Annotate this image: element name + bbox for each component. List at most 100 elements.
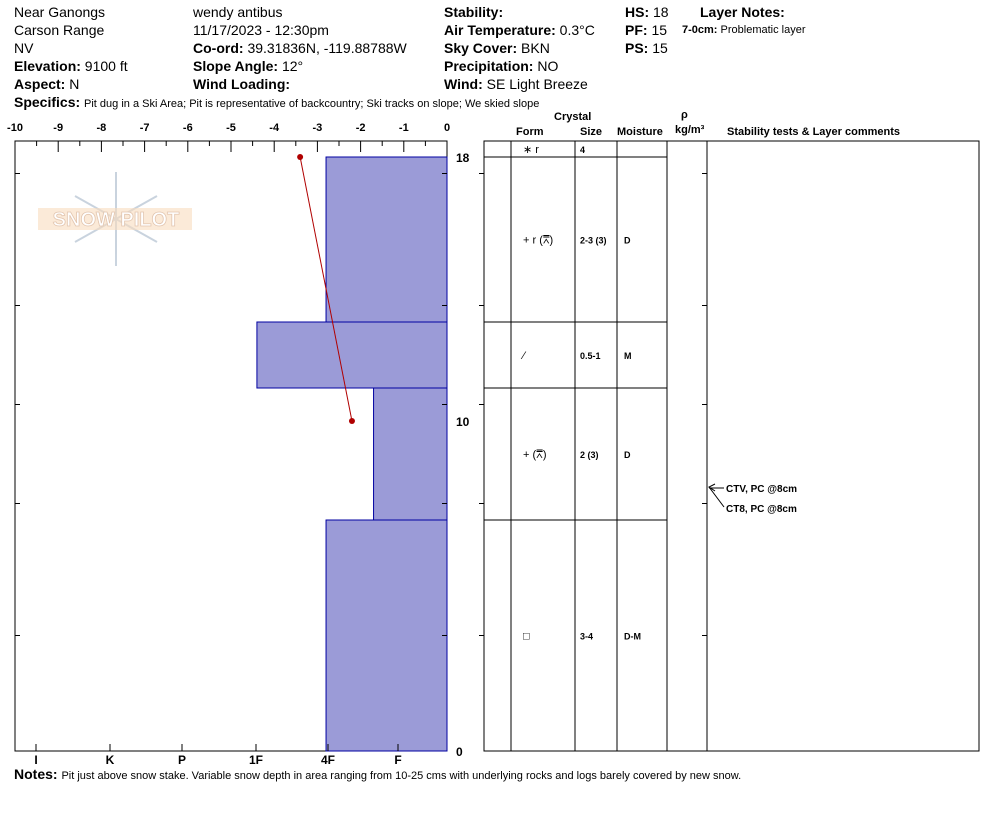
layer-form: + r (⩞): [523, 235, 553, 247]
test-leader: [708, 486, 725, 508]
logo-text: SNOW PILOT: [53, 209, 180, 231]
temp-tick-label: -1: [399, 122, 409, 134]
depth-tick-label: 0: [456, 745, 463, 759]
temp-tick-label: -3: [313, 122, 323, 134]
layer-moisture: D: [624, 236, 631, 246]
slope-label: Slope Angle:: [193, 58, 279, 74]
hardness-tick-label: 4F: [321, 753, 335, 767]
air-temp-row: Air Temperature: 0.3°C: [444, 22, 595, 38]
pf-row: PF: 15: [625, 22, 667, 38]
hs-value: 18: [653, 4, 669, 20]
hardness-axis: I K P 1F 4F F: [34, 744, 402, 767]
temperature-axis: -10 -9 -8 -7 -6 -5 -4 -3 -2 -1 0: [7, 122, 450, 152]
elevation-value: 9100 ft: [84, 58, 128, 74]
temp-tick-label: 0: [444, 122, 450, 134]
layer-moisture: M: [624, 351, 632, 361]
temperature-profile: [297, 154, 355, 424]
layer-form: ∗ r: [523, 144, 539, 156]
ps-row: PS: 15: [625, 40, 668, 56]
temp-tick-label: -4: [269, 122, 280, 134]
specifics-value: Pit dug in a Ski Area; Pit is representa…: [84, 98, 540, 110]
pf-value: 15: [651, 22, 668, 38]
coord-value: 39.31836N, -119.88788W: [247, 40, 407, 56]
test-arrow: [708, 483, 716, 492]
form-header: Form: [516, 126, 544, 138]
pf-label: PF:: [625, 22, 648, 38]
temp-line-segment: [299, 156, 353, 422]
layer-notes-label: Layer Notes:: [700, 4, 785, 20]
observer: wendy antibus: [193, 4, 283, 20]
wind-loading-row: Wind Loading:: [193, 76, 290, 92]
size-header: Size: [580, 126, 603, 138]
elevation-label: Elevation:: [14, 58, 81, 74]
snowpilot-logo: SNOW PILOT: [38, 172, 192, 266]
moisture-header: Moisture: [617, 126, 663, 138]
layer-size: 2 (3): [580, 450, 599, 460]
layer-moisture: D: [624, 450, 631, 460]
hardness-tick-label: F: [394, 753, 401, 767]
wind-row: Wind: SE Light Breeze: [444, 76, 588, 92]
stability-tests: CTV, PC @8cm CT8, PC @8cm: [708, 483, 797, 515]
layer-rows: ∗ r 4 + r (⩞) 2-3 (3) D ⁄ 0.5-1 M + (⩞) 2 (3) D □ 3-…: [484, 144, 667, 643]
temp-tick-label: -9: [53, 122, 63, 134]
stability-comments-header: Stability tests & Layer comments: [727, 126, 901, 138]
layer-size: 2-3 (3): [580, 236, 607, 246]
crystal-header: Crystal: [554, 111, 592, 123]
wind-loading-label: Wind Loading:: [193, 76, 291, 92]
elevation-row: Elevation: 9100 ft: [14, 58, 128, 74]
datetime: 11/17/2023 - 12:30pm: [193, 22, 329, 38]
ps-label: PS:: [625, 40, 649, 56]
layer-table-columns: [510, 141, 708, 751]
aspect-value: N: [69, 76, 80, 92]
layer-form: ⁄: [520, 350, 527, 362]
hardness-tick-label: K: [106, 753, 115, 767]
depth-axis: 18 10 0: [15, 151, 707, 759]
hardness-tick-label: I: [34, 753, 37, 767]
state: NV: [14, 40, 34, 56]
test-label: CTV, PC @8cm: [726, 484, 797, 495]
hs-label: HS:: [625, 4, 650, 20]
hardness-bar-1: [256, 321, 448, 389]
temp-tick-label: -8: [97, 122, 107, 134]
hardness-bar-3: [325, 519, 448, 752]
notes-value: Pit just above snow stake. Variable snow…: [61, 770, 742, 782]
temp-tick-label: -2: [356, 122, 366, 134]
layer-form: □: [523, 631, 530, 643]
rho-header: ρ: [681, 109, 688, 121]
sky-value: BKN: [521, 40, 550, 56]
layer-note-text: Problematic layer: [720, 24, 806, 36]
aspect-label: Aspect:: [14, 76, 66, 92]
slope-row: Slope Angle: 12°: [193, 58, 303, 74]
specifics-row: Specifics: Pit dug in a Ski Area; Pit is…: [14, 94, 539, 111]
specifics-label: Specifics:: [14, 94, 81, 110]
layer-note-range: 7-0cm:: [682, 24, 718, 36]
temp-point: [348, 418, 355, 424]
temp-tick-label: -10: [7, 122, 23, 134]
air-temp-label: Air Temperature:: [444, 22, 556, 38]
test-label: CT8, PC @8cm: [726, 504, 797, 515]
sky-row: Sky Cover: BKN: [444, 40, 550, 56]
coord-row: Co-ord: 39.31836N, -119.88788W: [193, 40, 407, 56]
depth-tick-label: 18: [456, 151, 470, 165]
layer-size: 4: [580, 145, 585, 155]
temp-point: [297, 154, 304, 160]
hardness-bars: [256, 156, 448, 752]
temp-tick-label: -7: [140, 122, 150, 134]
precip-row: Precipitation: NO: [444, 58, 558, 74]
temp-tick-label: -6: [183, 122, 193, 134]
wind-value: SE Light Breeze: [486, 76, 588, 92]
hardness-bar-0: [325, 156, 448, 323]
stability-row: Stability:: [444, 4, 503, 20]
air-temp-value: 0.3°C: [559, 22, 595, 38]
hardness-bar-2: [373, 387, 448, 521]
density-unit-header: kg/m³: [675, 124, 705, 136]
layer-note: 7-0cm: Problematic layer: [682, 24, 806, 37]
slope-value: 12°: [281, 58, 304, 74]
precip-label: Precipitation:: [444, 58, 534, 74]
hardness-tick-label: P: [178, 753, 186, 767]
aspect-row: Aspect: N: [14, 76, 79, 92]
layer-size: 0.5-1: [580, 351, 601, 361]
temp-tick-label: -5: [226, 122, 236, 134]
precip-value: NO: [537, 58, 559, 74]
